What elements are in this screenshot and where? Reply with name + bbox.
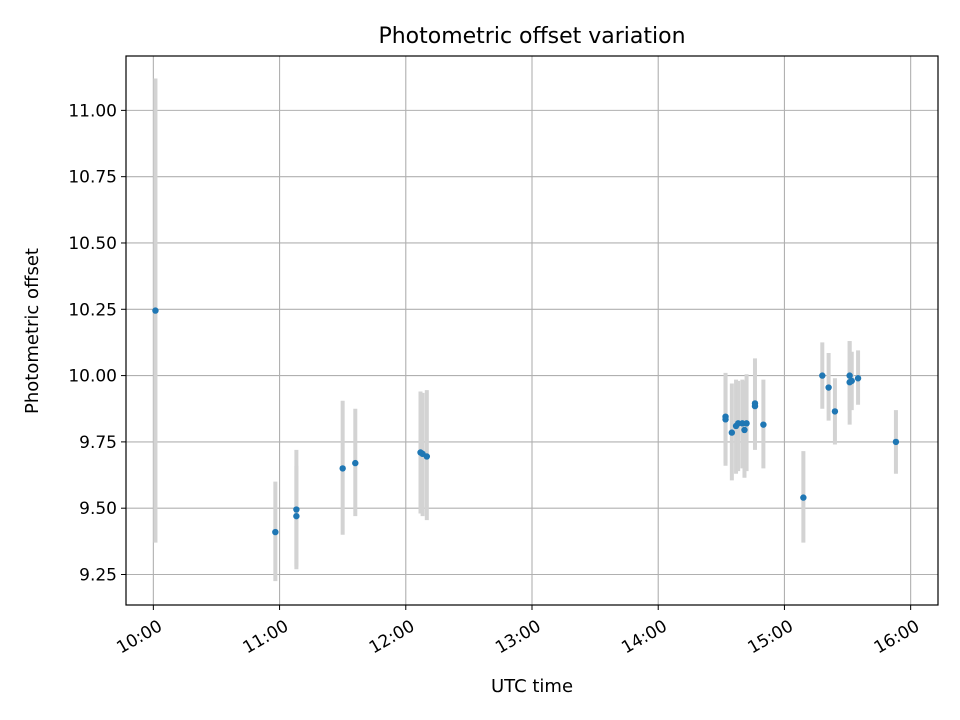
data-point bbox=[743, 420, 750, 427]
data-point bbox=[293, 512, 300, 520]
grid-layer bbox=[126, 56, 938, 605]
data-point bbox=[293, 506, 300, 513]
y-tick-label: 10.25 bbox=[68, 300, 117, 320]
data-point bbox=[848, 377, 855, 385]
data-point bbox=[892, 438, 900, 446]
y-axis: 9.25 9.50 9.75 10.00 10.25 10.50 10.75 11.00 bbox=[68, 101, 126, 586]
data-point bbox=[339, 465, 346, 472]
y-tick-label: 10.75 bbox=[68, 168, 117, 188]
data-point bbox=[741, 426, 748, 434]
data-point bbox=[352, 459, 359, 467]
y-tick-label: 9.50 bbox=[79, 499, 117, 519]
data-point bbox=[760, 421, 767, 428]
y-tick-label: 10.50 bbox=[68, 234, 117, 254]
data-point bbox=[751, 402, 759, 410]
y-tick-label: 9.75 bbox=[79, 433, 117, 453]
y-tick-label: 10.00 bbox=[68, 367, 117, 387]
data-point bbox=[423, 453, 431, 460]
x-axis-label: UTC time bbox=[491, 676, 573, 697]
y-tick-label: 9.25 bbox=[79, 566, 117, 586]
data-point bbox=[825, 384, 832, 391]
data-point bbox=[831, 408, 839, 415]
data-point bbox=[846, 372, 853, 379]
chart-title: Photometric offset variation bbox=[378, 24, 685, 49]
data-point bbox=[722, 416, 729, 423]
data-point bbox=[728, 429, 736, 436]
y-tick-label: 11.00 bbox=[68, 101, 117, 121]
data-point bbox=[152, 307, 159, 314]
data-point bbox=[800, 494, 807, 501]
y-axis-label: Photometric offset bbox=[22, 248, 43, 414]
data-point bbox=[272, 528, 279, 536]
point-layer bbox=[152, 307, 900, 536]
data-point bbox=[819, 372, 826, 379]
data-point bbox=[854, 375, 862, 382]
